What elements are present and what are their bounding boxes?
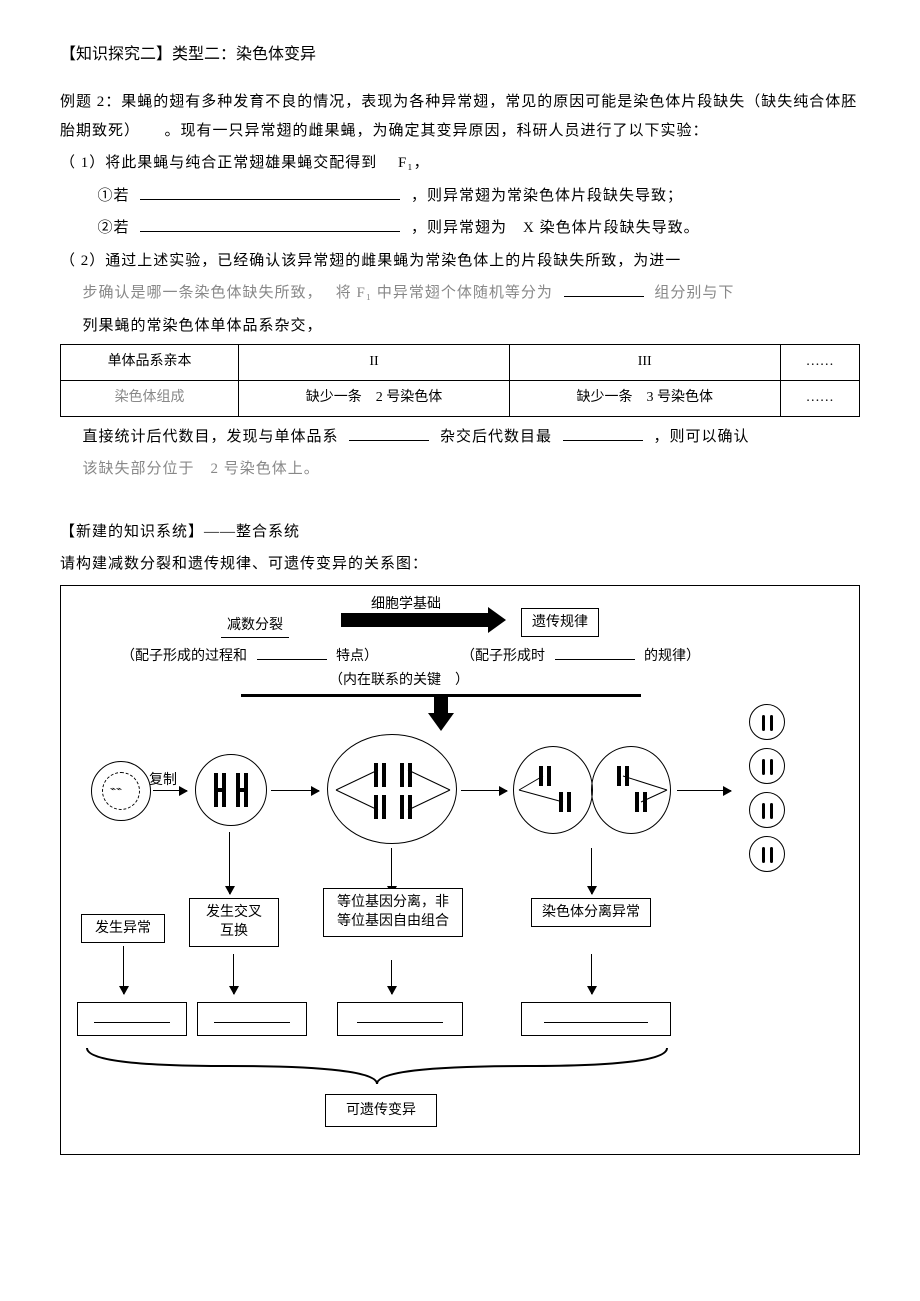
label-replicate: 复制 (149, 768, 177, 795)
box-abnormal: 发生异常 (81, 914, 165, 944)
blank-box-4[interactable] (521, 1002, 671, 1036)
sub-left-a: （配子形成的过程和 (121, 649, 247, 664)
q1b-post: ，则异常翅为 X 染色体片段缺失导致。 (411, 220, 700, 236)
q1b: ②若 ，则异常翅为 X 染色体片段缺失导致。 (60, 214, 860, 243)
blank-box-2[interactable] (197, 1002, 307, 1036)
example-intro: 例题 2：果蝇的翅有多种发育不良的情况，表现为各种异常翅，常见的原因可能是染色体… (60, 88, 860, 145)
q1-lead: （ 1）将此果蝇与纯合正常翅雄果蝇交配得到 F₁， (60, 149, 860, 178)
cell: 缺少一条 3 号染色体 (509, 380, 780, 416)
label-cell-basis: 细胞学基础 (371, 592, 441, 619)
blank-q2b[interactable] (564, 282, 644, 297)
q1a-post: ，则异常翅为常染色体片段缺失导致； (411, 188, 683, 204)
cell: 单体品系亲本 (61, 345, 239, 381)
system-title: 【新建的知识系统】——整合系统 (60, 518, 860, 547)
box-chrom-abn: 染色体分离异常 (531, 898, 651, 928)
gamete-1 (749, 704, 785, 740)
cell: III (509, 345, 780, 381)
chrom-icon (196, 755, 268, 827)
gamete-3 (749, 792, 785, 828)
blank-q1b[interactable] (140, 217, 400, 232)
arrow-r4 (677, 790, 731, 791)
q2b: 步确认是哪一条染色体缺失所致， 将 F₁ 中异常翅个体随机等分为 组分别与下 (60, 279, 860, 308)
q2d: 直接统计后代数目，发现与单体品系 杂交后代数目最 ，则可以确认 (60, 423, 860, 452)
thick-arrow-down (434, 694, 448, 716)
cell-ana1 (513, 736, 673, 844)
blank-box-3[interactable] (337, 1002, 463, 1036)
q2b-pre: 步确认是哪一条染色体缺失所致， 将 F₁ 中异常翅个体随机等分为 (83, 285, 553, 301)
monosomic-table: 单体品系亲本 II III …… 染色体组成 缺少一条 2 号染色体 缺少一条 … (60, 344, 860, 416)
gamete-2 (749, 748, 785, 784)
sub-right-b: 的规律） (644, 649, 700, 664)
q1a: ①若 ，则异常翅为常染色体片段缺失导致； (60, 182, 860, 211)
blank-sub-right[interactable] (555, 646, 635, 660)
sub-left-b: 特点） (336, 649, 378, 664)
cell-meta1 (327, 734, 457, 844)
mid-note: （内在联系的关键 ） (329, 668, 469, 695)
table-row: 单体品系亲本 II III …… (61, 345, 860, 381)
cell-interphase: ⌁⌁ (91, 761, 151, 821)
gamete-4 (749, 836, 785, 872)
q2a: （ 2）通过上述实验，已经确认该异常翅的雌果蝇为常染色体上的片段缺失所致，为进一 (60, 247, 860, 276)
arrow-d4 (123, 946, 124, 994)
arrow-r2 (271, 790, 319, 791)
cell: 染色体组成 (61, 380, 239, 416)
arrow-d6 (391, 960, 392, 994)
cell: …… (780, 380, 859, 416)
q2d-pre: 直接统计后代数目，发现与单体品系 (83, 429, 339, 445)
q1b-pre: ②若 (98, 220, 130, 236)
cell-replicated (195, 754, 267, 826)
box-rule: 遗传规律 (521, 608, 599, 638)
blank-q2d2[interactable] (563, 426, 643, 441)
q1a-pre: ①若 (98, 188, 130, 204)
q2b-post: 组分别与下 (654, 285, 734, 301)
blank-sub-left[interactable] (257, 646, 327, 660)
q2e: 该缺失部分位于 2 号染色体上。 (60, 455, 860, 484)
brace-icon (77, 1042, 677, 1092)
box-meiosis: 减数分裂 (221, 614, 289, 639)
blank-box-1[interactable] (77, 1002, 187, 1036)
q2d-post: ，则可以确认 (654, 429, 750, 445)
sub-right-a: （配子形成时 (461, 649, 545, 664)
system-sub: 请构建减数分裂和遗传规律、可遗传变异的关系图： (60, 550, 860, 579)
box-segregation: 等位基因分离，非等位基因自由组合 (323, 888, 463, 937)
box-crossover: 发生交叉互换 (189, 898, 279, 947)
table-row: 染色体组成 缺少一条 2 号染色体 缺少一条 3 号染色体 …… (61, 380, 860, 416)
cell: 缺少一条 2 号染色体 (239, 380, 510, 416)
section-heading: 【知识探究二】类型二：染色体变异 (60, 40, 860, 70)
q2c: 列果蝇的常染色体单体品系杂交， (60, 312, 860, 341)
arrow-r3 (461, 790, 507, 791)
blank-q2d1[interactable] (349, 426, 429, 441)
arrow-d3 (591, 848, 592, 894)
arrow-d7 (591, 954, 592, 994)
cell: …… (780, 345, 859, 381)
arrow-d1 (229, 832, 230, 894)
arrow-d5 (233, 954, 234, 994)
box-heritable-variation: 可遗传变异 (325, 1094, 437, 1128)
cell: II (239, 345, 510, 381)
relation-diagram: 减数分裂 细胞学基础 遗传规律 （配子形成的过程和 特点） （配子形成时 的规律… (60, 585, 860, 1155)
blank-q1a[interactable] (140, 185, 400, 200)
q2d-mid: 杂交后代数目最 (440, 429, 552, 445)
sub-right: （配子形成时 的规律） (461, 644, 700, 671)
sub-left: （配子形成的过程和 特点） (121, 644, 378, 671)
